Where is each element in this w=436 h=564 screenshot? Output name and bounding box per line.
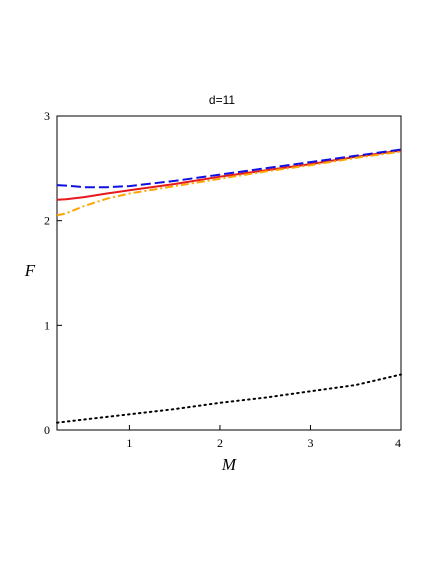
plot-frame — [56, 115, 402, 431]
x-tick-label: 2 — [217, 436, 223, 450]
series-line-2 — [56, 148, 402, 189]
y-axis-label: F — [24, 261, 36, 280]
x-tick-label: 1 — [126, 436, 132, 450]
y-tick-label: 1 — [44, 318, 50, 332]
y-tick-label: 2 — [44, 214, 50, 228]
x-axis: 1 2 3 4 — [126, 425, 402, 450]
y-tick-label: 3 — [44, 109, 50, 123]
y-axis: 0 1 2 3 — [44, 109, 62, 437]
series-layer — [56, 148, 402, 424]
y-tick-label: 0 — [44, 423, 50, 437]
x-tick-label: 4 — [395, 436, 401, 450]
series-line-1 — [56, 149, 402, 201]
series-line-4 — [56, 373, 402, 424]
x-tick-label: 3 — [307, 436, 313, 450]
series-line-3 — [56, 150, 402, 217]
x-axis-label: M — [221, 455, 237, 474]
chart-title: d=11 — [209, 93, 235, 107]
